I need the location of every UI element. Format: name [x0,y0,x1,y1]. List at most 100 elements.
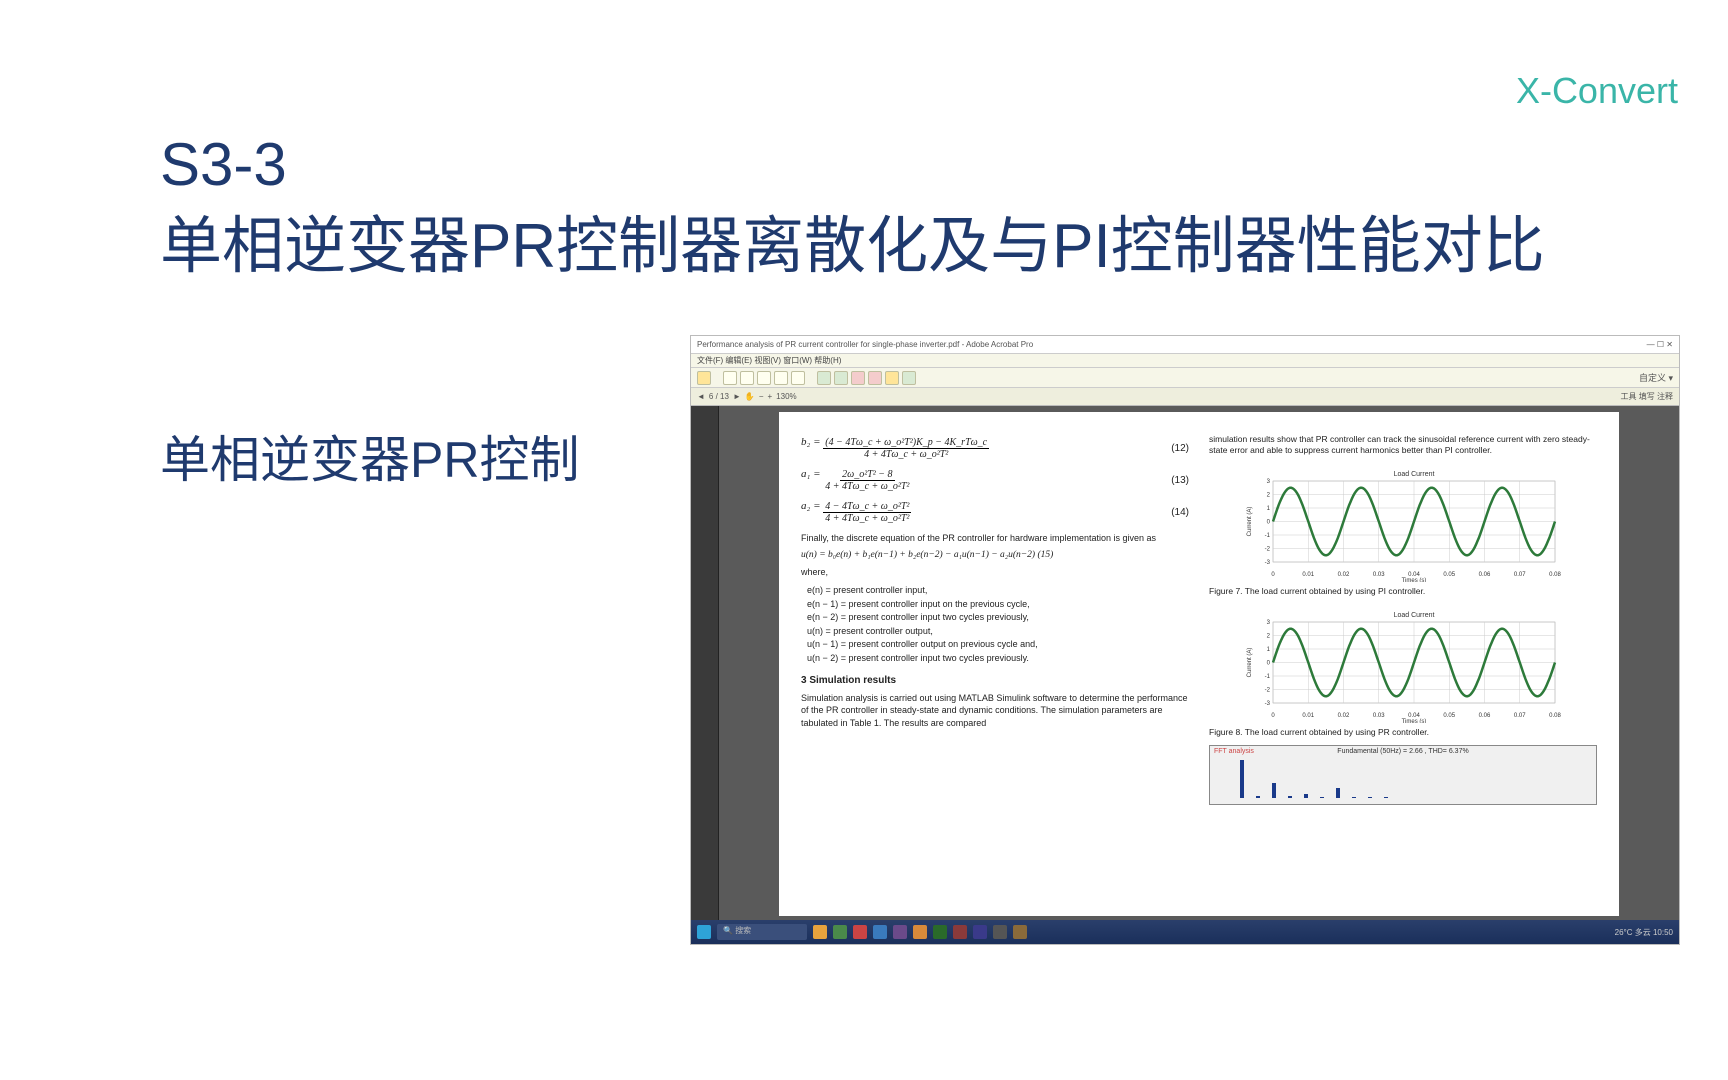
svg-text:0.05: 0.05 [1443,713,1455,719]
zoom-level[interactable]: 130% [776,392,796,401]
tool-g2-icon[interactable] [834,371,848,385]
svg-text:0.06: 0.06 [1479,713,1491,719]
taskbar-app-icon[interactable] [1013,925,1027,939]
fig7-caption: Figure 7. The load current obtained by u… [1209,586,1597,596]
taskbar-app-icon[interactable] [873,925,887,939]
svg-text:Load Current: Load Current [1394,471,1435,478]
svg-text:Times (s): Times (s) [1402,719,1427,723]
svg-text:-1: -1 [1265,533,1271,539]
svg-text:0.07: 0.07 [1514,713,1526,719]
section-3-heading: 3 Simulation results [801,675,1189,686]
print-icon[interactable] [757,371,771,385]
pdf-viewport[interactable]: b₂ = (4 − 4Tω_c + ω_o²T²)K_p − 4K_rTω_c4… [719,406,1679,922]
svg-text:0.03: 0.03 [1373,713,1385,719]
svg-text:0.02: 0.02 [1338,572,1350,578]
taskbar-app-icon[interactable] [893,925,907,939]
taskbar-app-icon[interactable] [813,925,827,939]
svg-text:-3: -3 [1265,701,1271,707]
svg-text:Current (A): Current (A) [1247,507,1253,537]
fig7-chart: 00.010.020.030.040.050.060.070.08-3-2-10… [1209,467,1597,582]
svg-text:2: 2 [1267,492,1271,498]
menubar[interactable]: 文件(F) 编辑(E) 视图(V) 窗口(W) 帮助(H) [691,354,1679,368]
svg-text:-1: -1 [1265,674,1271,680]
svg-text:0.03: 0.03 [1373,572,1385,578]
svg-text:0.05: 0.05 [1443,572,1455,578]
paper-col-left: b₂ = (4 − 4Tω_c + ω_o²T²)K_p − 4K_rTω_c4… [801,428,1189,900]
system-tray[interactable]: 26°C 多云 10:50 [1615,927,1673,938]
eq14: a₂ = 4 − 4Tω_c + ω_o²T²4 + 4Tω_c + ω_o²T… [801,500,911,524]
taskbar-search[interactable]: 🔍 搜索 [717,924,807,940]
intro-right: simulation results show that PR controll… [1209,434,1597,457]
svg-text:0.08: 0.08 [1549,572,1561,578]
pdf-sidebar[interactable] [691,406,719,922]
slide-subtitle: 单相逆变器PR控制 [160,420,579,492]
taskbar-app-icon[interactable] [993,925,1007,939]
customize-dropdown[interactable]: 自定义 ▾ [1639,371,1673,384]
svg-text:Times (s): Times (s) [1402,578,1427,582]
eq13-num: (13) [1171,475,1189,486]
taskbar-app-icon[interactable] [933,925,947,939]
svg-text:-2: -2 [1265,546,1271,552]
embedded-screenshot: Performance analysis of PR current contr… [690,335,1680,945]
taskbar-app-icon[interactable] [833,925,847,939]
taskbar-app-icon[interactable] [953,925,967,939]
svg-text:0.01: 0.01 [1302,713,1314,719]
svg-text:1: 1 [1267,647,1271,653]
nav-next-icon[interactable]: ► [733,392,741,401]
create-button[interactable] [697,371,711,385]
svg-text:-3: -3 [1265,560,1271,566]
taskbar-app-icon[interactable] [913,925,927,939]
tool-y1-icon[interactable] [885,371,899,385]
mail-icon[interactable] [774,371,788,385]
tool-r1-icon[interactable] [851,371,865,385]
taskbar-app-icon[interactable] [853,925,867,939]
tools-panel-label[interactable]: 工具 填写 注释 [1621,391,1673,402]
svg-text:0.01: 0.01 [1302,572,1314,578]
svg-text:2: 2 [1267,633,1271,639]
window-controls[interactable]: — ☐ ✕ [1647,340,1673,349]
svg-text:0.06: 0.06 [1479,572,1491,578]
open-icon[interactable] [723,371,737,385]
svg-text:3: 3 [1267,479,1271,485]
window-title: Performance analysis of PR current contr… [697,340,1033,349]
fft-panel: FFT analysis Fundamental (50Hz) = 2.66 ,… [1209,745,1597,805]
eq14-num: (14) [1171,507,1189,518]
svg-text:3: 3 [1267,620,1271,626]
nav-prev-icon[interactable]: ◄ [697,392,705,401]
eq15: u(n) = b₀e(n) + b₁e(n−1) + b₂e(n−2) − a₁… [801,550,1189,560]
zoom-out-icon[interactable]: − [759,392,764,401]
brand-label: X-Convert [1516,70,1678,112]
tool-r2-icon[interactable] [868,371,882,385]
svg-text:0.07: 0.07 [1514,572,1526,578]
paper-page: b₂ = (4 − 4Tω_c + ω_o²T²)K_p − 4K_rTω_c4… [779,412,1619,916]
fft-label: FFT analysis [1214,748,1254,755]
fig8-chart: 00.010.020.030.040.050.060.070.08-3-2-10… [1209,608,1597,723]
svg-text:0: 0 [1271,713,1275,719]
where-label: where, [801,566,1189,578]
fft-bars [1240,758,1586,798]
start-button[interactable] [697,925,711,939]
hand-tool-icon[interactable]: ✋ [745,392,755,401]
svg-text:0: 0 [1267,660,1271,666]
toolbar-main[interactable]: 自定义 ▾ [691,368,1679,388]
tool-g3-icon[interactable] [902,371,916,385]
windows-taskbar[interactable]: 🔍 搜索 26°C 多云 10:50 [691,920,1679,944]
svg-text:0: 0 [1271,572,1275,578]
eq12: b₂ = (4 − 4Tω_c + ω_o²T²)K_p − 4K_rTω_c4… [801,436,989,460]
save-icon[interactable] [740,371,754,385]
slide-title: 单相逆变器PR控制器离散化及与PI控制器性能对比 [160,205,1560,289]
eq12-num: (12) [1171,443,1189,454]
tool-g1-icon[interactable] [817,371,831,385]
para-discrete: Finally, the discrete equation of the PR… [801,532,1189,544]
svg-text:Load Current: Load Current [1394,612,1435,619]
svg-text:0.02: 0.02 [1338,713,1350,719]
svg-text:0.08: 0.08 [1549,713,1561,719]
svg-text:1: 1 [1267,506,1271,512]
toolbar-nav[interactable]: ◄ 6 / 13 ► ✋ − + 130% 工具 填写 注释 [691,388,1679,406]
paper-col-right: simulation results show that PR controll… [1209,428,1597,900]
taskbar-app-icon[interactable] [973,925,987,939]
tool-icon[interactable] [791,371,805,385]
svg-text:0: 0 [1267,519,1271,525]
eq13: a₁ = 2ω_o²T² − 84 + 4Tω_c + ω_o²T² [801,468,911,492]
zoom-in-icon[interactable]: + [768,392,773,401]
